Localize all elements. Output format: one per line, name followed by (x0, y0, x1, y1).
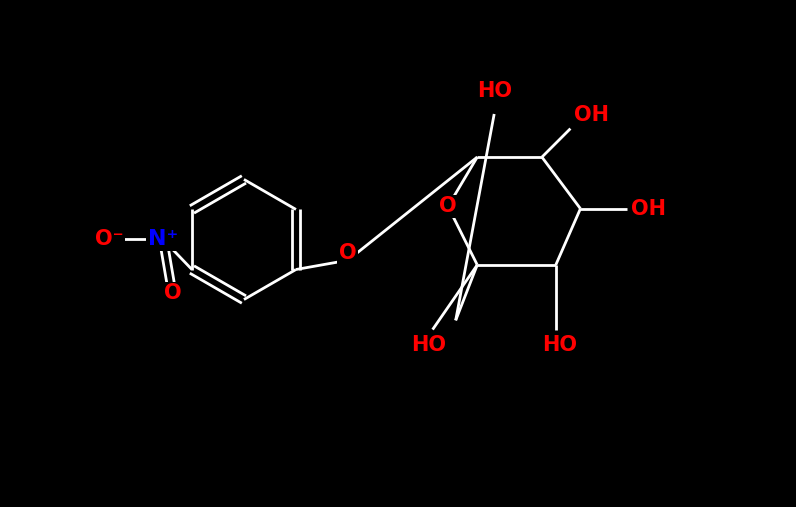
Text: O⁻: O⁻ (95, 230, 123, 249)
Text: HO: HO (477, 81, 512, 101)
Text: HO: HO (412, 335, 447, 355)
Text: HO: HO (542, 335, 577, 355)
Text: O: O (163, 283, 181, 303)
Text: OH: OH (630, 199, 665, 219)
Text: O: O (439, 196, 457, 216)
Text: N⁺: N⁺ (148, 230, 178, 249)
Text: OH: OH (575, 105, 610, 125)
Text: O: O (339, 242, 357, 263)
